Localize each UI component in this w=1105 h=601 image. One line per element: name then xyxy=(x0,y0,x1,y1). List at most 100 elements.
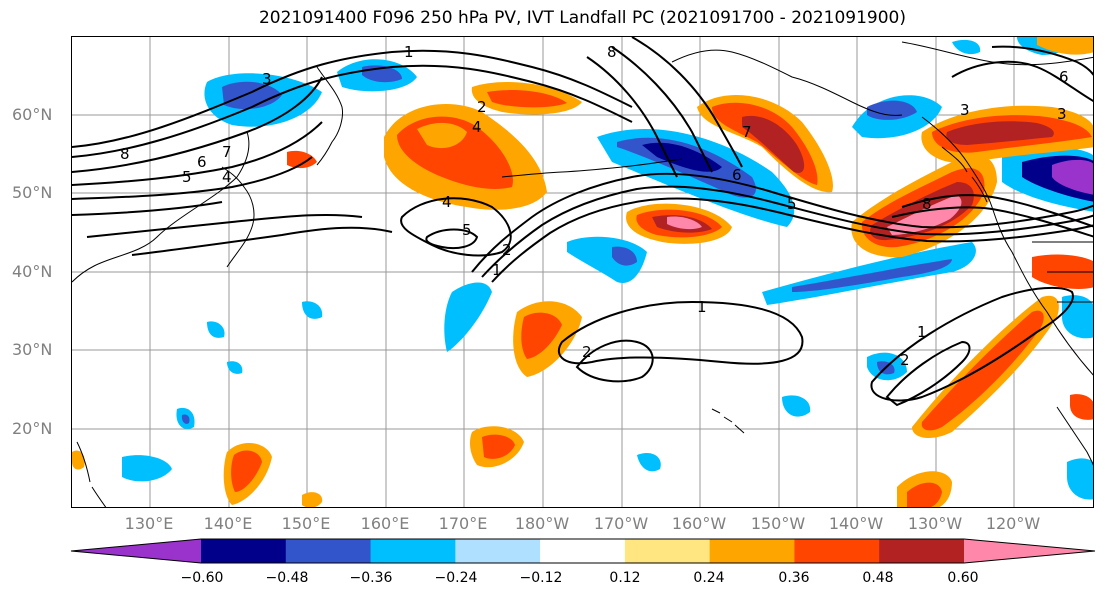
contour-6 xyxy=(72,201,223,216)
lon-label: 150°E xyxy=(281,514,331,533)
contour-label: 5 xyxy=(182,168,192,186)
lat-label: 50°N xyxy=(12,183,53,202)
contour-4 xyxy=(72,121,323,186)
colorbar-tick-label: 0.60 xyxy=(947,570,979,586)
lon-label: 140°E xyxy=(203,514,253,533)
lon-label: 150°W xyxy=(750,514,806,533)
shade-neg-sw1 xyxy=(444,282,492,352)
shade-pos-west-small xyxy=(287,150,317,169)
contour-label: 7 xyxy=(742,123,752,141)
shade-pos-mid-south-core xyxy=(521,312,562,359)
shade-pos-central-core xyxy=(667,216,702,230)
graticule xyxy=(72,37,1093,507)
shade-neg-east4 xyxy=(1067,458,1093,500)
contour-jet-2 xyxy=(481,185,1093,278)
shade-pos-se-west xyxy=(302,492,323,507)
contour-label: 4 xyxy=(472,118,482,136)
coast-aleutians xyxy=(501,158,683,178)
contour-label: 8 xyxy=(120,145,130,163)
contour-labels: 1 1 1 1 2 2 2 2 3 3 3 4 4 4 5 5 5 6 6 6 … xyxy=(120,43,1069,369)
contour-label: 5 xyxy=(787,195,797,213)
contour-label: 4 xyxy=(442,193,452,211)
lat-label: 30°N xyxy=(12,340,53,359)
shade-pos-aleut-core xyxy=(487,90,567,108)
contour-high-east-2 xyxy=(991,45,1093,76)
map-panel: 1 1 1 1 2 2 2 2 3 3 3 4 4 4 5 5 5 6 6 6 … xyxy=(71,36,1094,508)
shade-pos-se-2 xyxy=(1070,394,1093,420)
colorbar-extend-low xyxy=(71,539,201,563)
map-title: 2021091400 F096 250 hPa PV, IVT Landfall… xyxy=(258,8,906,28)
coast-asia-east xyxy=(72,131,250,283)
contour-label: 6 xyxy=(732,166,742,184)
shade-pos-bottom-left xyxy=(72,450,85,470)
contour-8 xyxy=(131,226,393,256)
negative-pv-shading xyxy=(122,37,1093,500)
shade-pos-gulf-core xyxy=(742,115,805,173)
contour-label: 1 xyxy=(697,298,707,316)
contour-bc-stack-1 xyxy=(901,194,1093,228)
contour-7 xyxy=(86,213,363,238)
shade-pos-se-1-core xyxy=(907,482,942,507)
shade-neg-hawaii-ne-core xyxy=(867,100,917,120)
contour-label: 3 xyxy=(262,70,272,88)
shade-neg-gulf-alaska-core xyxy=(642,142,722,172)
contour-label: 6 xyxy=(197,153,207,171)
colorbar-tick-label: −0.12 xyxy=(519,570,563,586)
contour-ridge-3 xyxy=(631,37,743,168)
colorbar-tick-label: −0.24 xyxy=(434,570,478,586)
contour-label: 1 xyxy=(404,43,414,61)
contour-1 xyxy=(72,49,633,148)
contour-label: 2 xyxy=(900,351,910,369)
coast-na-west xyxy=(921,116,1093,376)
contour-label: 5 xyxy=(462,221,472,239)
colorbar-segment xyxy=(624,539,711,563)
contour-label: 7 xyxy=(222,143,232,161)
contour-label: 3 xyxy=(960,101,970,119)
contour-1-south xyxy=(557,300,804,365)
contour-label: 2 xyxy=(477,98,487,116)
colorbar-tick-label: −0.36 xyxy=(349,570,393,586)
shade-neg-small4 xyxy=(227,361,243,374)
contour-lines xyxy=(72,37,1093,407)
shade-neg-mid1 xyxy=(567,236,647,283)
shade-neg-kamchatka-core xyxy=(222,81,282,110)
contour-1-east xyxy=(870,286,1074,402)
lat-label: 20°N xyxy=(12,419,53,438)
contour-label: 2 xyxy=(502,241,512,259)
contour-label: 4 xyxy=(222,168,232,186)
contour-label: 8 xyxy=(922,195,932,213)
colorbar-extend-high xyxy=(964,539,1095,563)
lon-label: 140°W xyxy=(828,514,884,533)
contour-2-east xyxy=(885,340,971,407)
contour-label: 1 xyxy=(492,261,502,279)
shade-neg-small3 xyxy=(637,452,661,472)
colorbar-tick-label: 0.36 xyxy=(778,570,810,586)
contour-3 xyxy=(72,76,323,173)
coast-na-inland xyxy=(1032,241,1093,303)
colorbar-tick-label: −0.48 xyxy=(265,570,309,586)
coast-hawaii xyxy=(711,408,745,434)
shade-neg-small2 xyxy=(207,321,225,338)
contour-label: 2 xyxy=(582,343,592,361)
map-canvas: 1 1 1 1 2 2 2 2 3 3 3 4 4 4 5 5 5 6 6 6 … xyxy=(72,37,1093,507)
contour-jet-3 xyxy=(491,197,1093,283)
shade-pos-bering-core xyxy=(417,122,467,149)
contour-ridge-2 xyxy=(611,46,713,173)
coast-philippines xyxy=(76,441,107,507)
shade-neg-sw2 xyxy=(122,455,172,482)
lat-label: 60°N xyxy=(12,105,53,124)
colorbar-segment xyxy=(709,539,795,563)
colorbar-tick-label: 0.24 xyxy=(693,570,725,586)
lon-label: 130°W xyxy=(907,514,963,533)
colorbar-segment xyxy=(285,539,372,563)
colorbar-tick-label: −0.60 xyxy=(180,570,224,586)
coast-alaska xyxy=(671,49,903,116)
lon-label: 130°E xyxy=(124,514,174,533)
lon-label: 170°E xyxy=(438,514,488,533)
contour-label: 1 xyxy=(917,323,927,341)
lat-label: 40°N xyxy=(12,262,53,281)
colorbar-outline xyxy=(70,538,1096,564)
lon-label: 120°W xyxy=(985,514,1041,533)
coast-bc-islands xyxy=(941,146,988,203)
contour-small-loop xyxy=(425,228,479,250)
